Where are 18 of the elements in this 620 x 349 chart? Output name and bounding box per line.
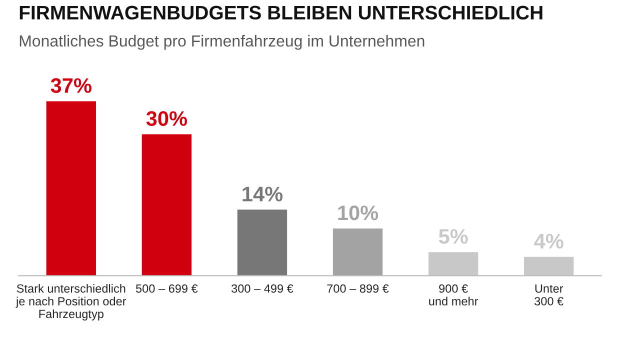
x-tick-label: 700 – 899 € — [327, 284, 389, 293]
x-tick-label: Stark unterschiedlich je nach Position oder Fahrzeugtyp — [16, 284, 126, 320]
bar — [428, 252, 478, 276]
bar — [142, 134, 192, 276]
data-label: 14% — [242, 186, 283, 202]
x-tick-label: 500 – 699 € — [136, 284, 198, 293]
x-tick-label: Unter 300 € — [534, 284, 564, 306]
bar — [524, 256, 574, 276]
data-label: 37% — [50, 78, 92, 93]
bar — [46, 101, 96, 276]
bar — [237, 210, 288, 276]
chart-subtitle: Monatliches Budget pro Firmenfahrzeug im Unternehmen — [20, 34, 424, 50]
x-tick-label: 900 € und mehr — [429, 284, 478, 306]
bar — [332, 228, 383, 276]
data-label: 30% — [146, 111, 187, 126]
chart-title: FIRMENWAGENBUDGETS BLEIBEN UNTERSCHIEDLICH — [20, 6, 542, 20]
data-label: 10% — [338, 206, 378, 220]
x-tick-label: 300 – 499 € — [232, 284, 294, 293]
